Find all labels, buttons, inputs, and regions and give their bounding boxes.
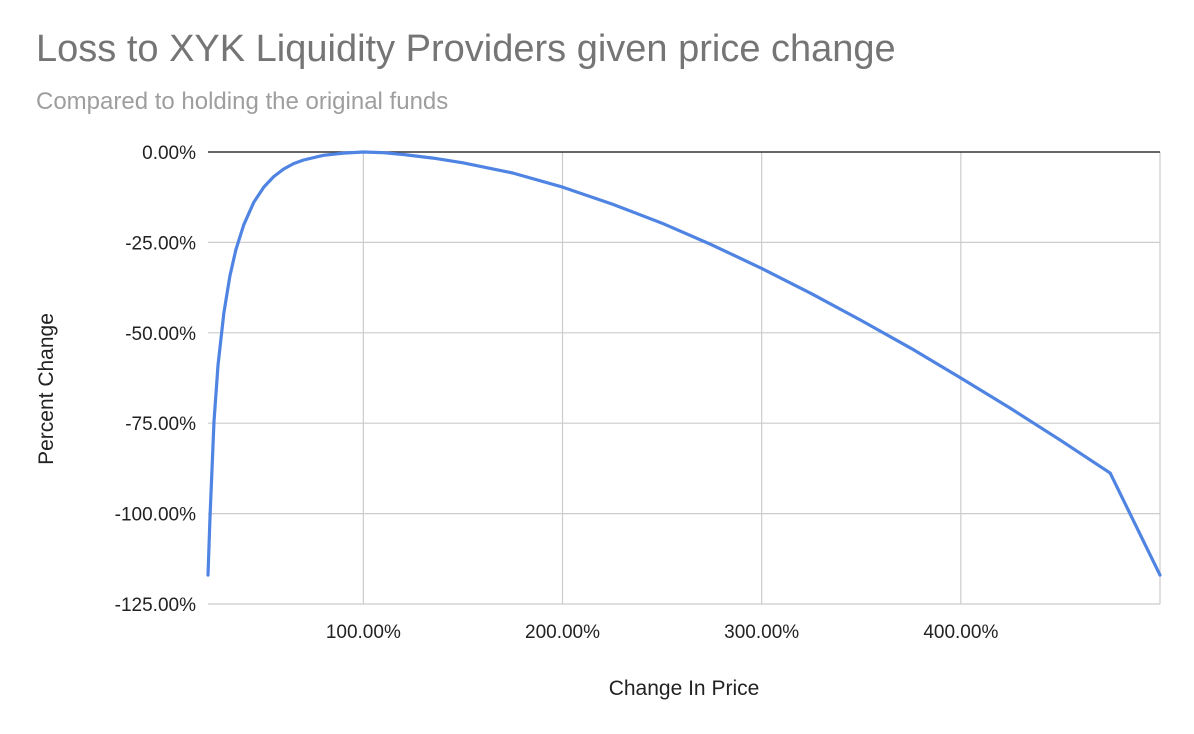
x-tick-label: 200.00% [525,622,600,643]
chart-subtitle: Compared to holding the original funds [36,88,449,115]
y-tick-label: -100.00% [115,505,196,526]
x-axis-ticks: 100.00% 200.00% 300.00% 400.00% [326,622,999,643]
x-axis-title: Change In Price [609,677,760,700]
x-tick-label: 100.00% [326,622,401,643]
y-axis-ticks: 0.00% -25.00% -50.00% -75.00% -100.00% -125.0… [115,143,196,616]
x-tick-label: 300.00% [724,622,799,643]
grid-lines [208,152,1161,605]
y-tick-label: -125.00% [115,595,196,616]
series-line-0 [206,150,1162,577]
y-tick-label: -75.00% [125,414,196,435]
x-tick-label: 400.00% [923,622,998,643]
y-tick-label: -25.00% [125,233,196,254]
y-axis-title: Percent Change [35,313,58,465]
y-tick-label: -50.00% [125,324,196,345]
chart-title: Loss to XYK Liquidity Providers given pr… [36,28,896,70]
series-layer [206,150,1162,577]
y-tick-label: 0.00% [142,143,196,164]
